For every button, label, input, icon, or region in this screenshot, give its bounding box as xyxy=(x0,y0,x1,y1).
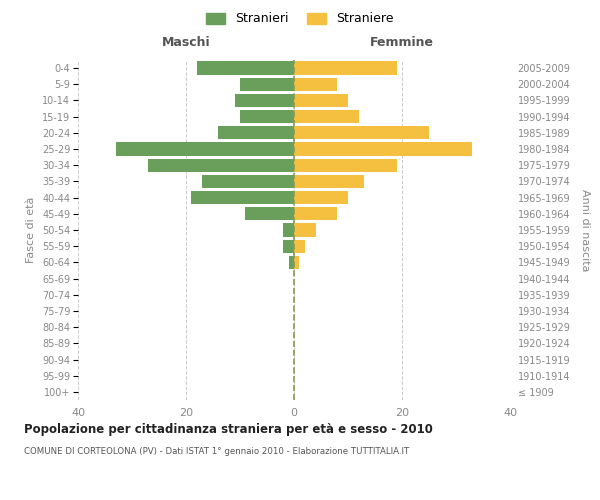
Bar xyxy=(294,78,337,91)
Text: COMUNE DI CORTEOLONA (PV) - Dati ISTAT 1° gennaio 2010 - Elaborazione TUTTITALIA: COMUNE DI CORTEOLONA (PV) - Dati ISTAT 1… xyxy=(24,448,409,456)
Bar xyxy=(283,240,294,253)
Bar xyxy=(294,224,316,236)
Bar xyxy=(294,207,337,220)
Bar xyxy=(294,175,364,188)
Bar xyxy=(294,191,348,204)
Bar xyxy=(235,94,294,107)
Bar xyxy=(283,224,294,236)
Bar xyxy=(294,240,305,253)
Bar xyxy=(218,126,294,140)
Bar xyxy=(240,78,294,91)
Text: Femmine: Femmine xyxy=(370,36,434,49)
Y-axis label: Anni di nascita: Anni di nascita xyxy=(580,188,590,271)
Bar xyxy=(148,158,294,172)
Bar xyxy=(294,62,397,74)
Legend: Stranieri, Straniere: Stranieri, Straniere xyxy=(203,8,397,29)
Text: Popolazione per cittadinanza straniera per età e sesso - 2010: Popolazione per cittadinanza straniera p… xyxy=(24,422,433,436)
Bar xyxy=(191,191,294,204)
Y-axis label: Fasce di età: Fasce di età xyxy=(26,197,37,263)
Bar xyxy=(116,142,294,156)
Bar xyxy=(294,158,397,172)
Bar xyxy=(294,256,299,269)
Bar xyxy=(294,94,348,107)
Bar xyxy=(240,110,294,124)
Bar xyxy=(294,126,429,140)
Bar xyxy=(289,256,294,269)
Bar xyxy=(245,207,294,220)
Bar xyxy=(294,142,472,156)
Bar xyxy=(197,62,294,74)
Bar xyxy=(202,175,294,188)
Bar xyxy=(294,110,359,124)
Text: Maschi: Maschi xyxy=(161,36,211,49)
